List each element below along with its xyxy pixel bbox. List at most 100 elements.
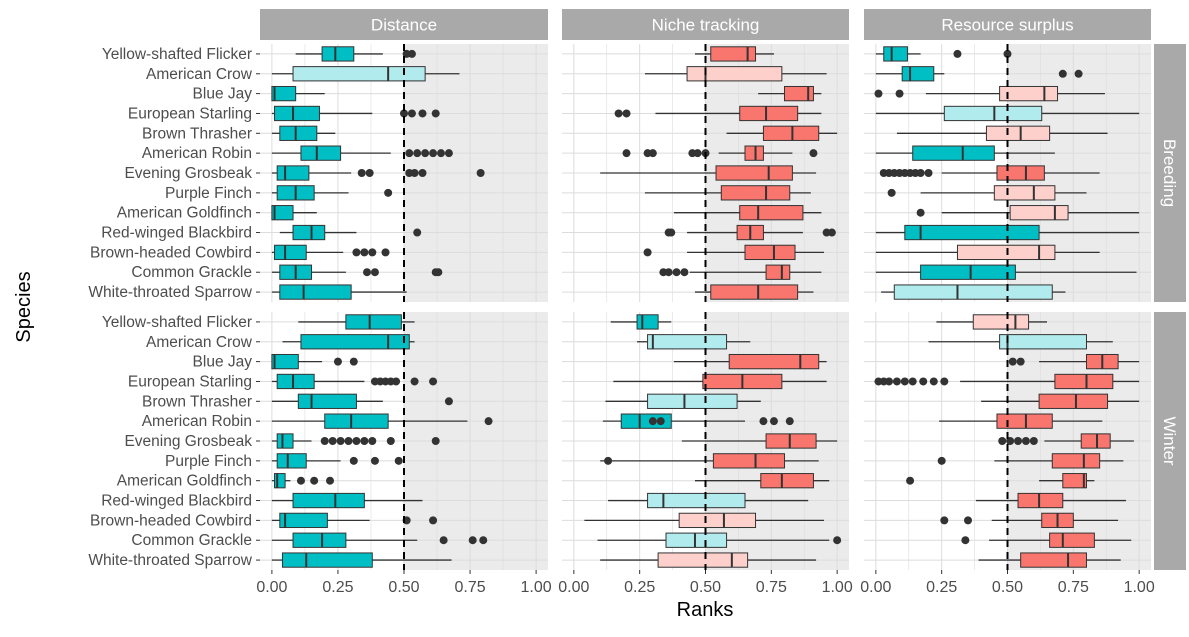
outlier-point xyxy=(429,516,438,525)
y-tick-label: Brown Thrasher xyxy=(142,125,252,142)
outlier-point xyxy=(759,417,768,426)
y-tick-label: Brown-headed Cowbird xyxy=(90,512,252,529)
y-tick-label: Common Grackle xyxy=(131,532,252,549)
outlier-point xyxy=(895,89,904,98)
box-iqr xyxy=(985,125,1051,141)
x-tick-label: 0.50 xyxy=(690,579,721,596)
outlier-point xyxy=(885,377,894,386)
outlier-point xyxy=(386,437,395,445)
outlier-point xyxy=(940,377,949,386)
outlier-point xyxy=(349,456,358,465)
box-iqr xyxy=(744,244,796,261)
outlier-point xyxy=(444,397,453,406)
outlier-point xyxy=(418,109,427,118)
box-iqr xyxy=(300,334,410,350)
outlier-point xyxy=(916,169,925,177)
y-tick-label: American Crow xyxy=(146,334,253,351)
y-tick-label: American Robin xyxy=(142,145,252,162)
outlier-point xyxy=(384,188,393,197)
outlier-point xyxy=(352,248,361,257)
outlier-point xyxy=(648,149,657,158)
outlier-point xyxy=(1021,437,1030,445)
box-iqr xyxy=(281,552,373,568)
outlier-point xyxy=(833,536,842,545)
facet-strip-column xyxy=(864,9,1151,40)
y-tick-label: Evening Grosbeak xyxy=(124,165,252,182)
outlier-point xyxy=(937,456,946,465)
y-tick-label: White-throated Sparrow xyxy=(88,284,252,301)
box-iqr xyxy=(279,512,328,529)
box-iqr xyxy=(300,145,342,161)
outlier-point xyxy=(360,248,369,257)
x-tick-label: 0.75 xyxy=(1058,579,1089,596)
y-tick-label: American Goldfinch xyxy=(117,205,252,222)
outlier-point xyxy=(352,437,361,445)
box-iqr xyxy=(999,334,1087,350)
outlier-point xyxy=(429,377,438,386)
outlier-point xyxy=(328,437,337,445)
outlier-point xyxy=(413,149,422,158)
outlier-point xyxy=(429,149,438,158)
box-iqr xyxy=(943,105,1043,122)
outlier-point xyxy=(410,169,419,177)
box-iqr xyxy=(274,105,320,122)
box-iqr xyxy=(712,453,785,469)
y-tick-label: European Starling xyxy=(128,105,252,122)
outlier-point xyxy=(400,109,408,118)
outlier-point xyxy=(924,169,933,177)
box-iqr xyxy=(276,165,310,181)
outlier-point xyxy=(394,456,403,465)
outlier-point xyxy=(998,437,1007,445)
outlier-point xyxy=(436,149,445,158)
outlier-point xyxy=(370,456,379,465)
box-iqr xyxy=(999,85,1059,102)
outlier-point xyxy=(604,456,613,465)
box-iqr xyxy=(636,314,659,330)
facet-strip-column-label: Resource surplus xyxy=(941,16,1073,35)
outlier-point xyxy=(1016,357,1025,366)
outlier-point xyxy=(672,268,681,277)
box-iqr xyxy=(665,532,728,548)
box-iqr xyxy=(271,205,294,221)
outlier-point xyxy=(421,149,430,158)
box-iqr xyxy=(883,46,908,62)
outlier-point xyxy=(479,536,488,545)
outlier-point xyxy=(357,169,366,177)
box-iqr xyxy=(1080,433,1111,449)
box-iqr xyxy=(647,393,738,409)
box-iqr xyxy=(715,165,793,181)
outlier-point xyxy=(785,417,794,426)
box-iqr xyxy=(271,85,297,102)
outlier-point xyxy=(410,377,419,386)
outlier-point xyxy=(614,109,623,118)
outlier-point xyxy=(296,476,305,485)
y-tick-label: American Crow xyxy=(146,66,253,83)
box-iqr xyxy=(1062,473,1087,489)
outlier-point xyxy=(418,169,427,177)
x-tick-label: 0.75 xyxy=(756,579,787,596)
x-tick-label: 0.00 xyxy=(860,579,891,596)
outlier-point xyxy=(929,377,938,386)
outlier-point xyxy=(961,536,970,545)
outlier-point xyxy=(336,437,345,445)
y-tick-label: American Robin xyxy=(142,413,252,430)
outlier-point xyxy=(405,149,414,158)
x-tick-label: 0.00 xyxy=(256,579,287,596)
box-iqr xyxy=(292,224,326,241)
y-tick-label: Common Grackle xyxy=(131,264,252,281)
box-iqr xyxy=(739,205,804,221)
outlier-point xyxy=(370,268,379,277)
outlier-point xyxy=(444,149,453,158)
box-iqr xyxy=(710,46,757,62)
facet-strip-column xyxy=(260,9,548,40)
facet-strip-row xyxy=(1154,44,1186,302)
box-iqr xyxy=(345,314,402,330)
box-iqr xyxy=(1017,492,1064,509)
outlier-point xyxy=(381,248,390,257)
x-tick-label: 0.25 xyxy=(624,579,655,596)
y-axis-title: Species xyxy=(13,271,35,342)
box-iqr xyxy=(292,66,426,82)
outlier-point xyxy=(769,417,778,426)
outlier-point xyxy=(664,268,673,277)
